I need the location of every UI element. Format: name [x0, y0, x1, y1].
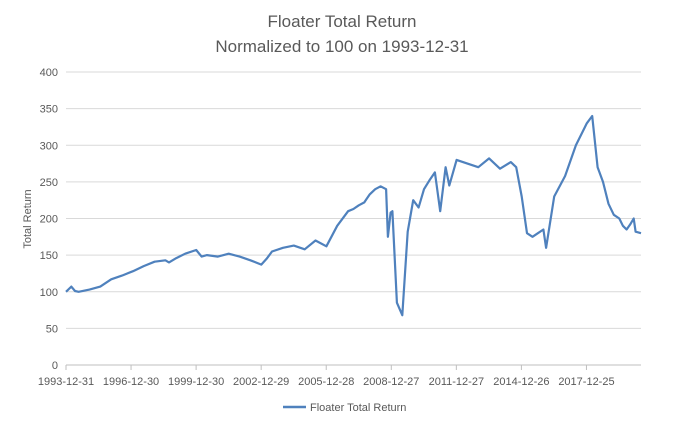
x-tick-label: 1999-12-30	[168, 376, 224, 388]
series-line	[65, 114, 642, 317]
x-tick-label: 1993-12-31	[38, 376, 94, 388]
y-tick-label: 0	[52, 360, 58, 372]
y-tick-label: 200	[40, 214, 58, 226]
axes: 0 50 100 150 200 250 300 350 400 1993-12-31 1996-1…	[38, 67, 641, 388]
x-tick-label: 2014-12-26	[493, 376, 549, 388]
y-tick-label: 400	[40, 67, 58, 79]
y-axis-label: Total Return	[22, 189, 34, 248]
legend-label: Floater Total Return	[310, 402, 406, 414]
x-tick-label: 2005-12-28	[298, 376, 354, 388]
y-tick-label: 300	[40, 140, 58, 152]
y-tick-label: 50	[46, 323, 58, 335]
y-tick-label: 100	[40, 287, 58, 299]
x-tick-label: 2002-12-29	[233, 376, 289, 388]
x-tick-label: 2011-12-27	[429, 376, 484, 388]
series-layer	[65, 114, 642, 317]
y-tick-label: 150	[40, 250, 58, 262]
chart-title: Floater Total Return	[268, 12, 417, 31]
x-tick-label: 1996-12-30	[103, 376, 159, 388]
x-tick-label: 2008-12-27	[363, 376, 419, 388]
legend: Floater Total Return	[283, 402, 406, 414]
y-tick-label: 250	[40, 177, 58, 189]
y-tick-label: 350	[40, 104, 58, 116]
gridlines	[66, 71, 641, 329]
x-tick-label: 2017-12-25	[558, 376, 614, 388]
chart-subtitle: Normalized to 100 on 1993-12-31	[215, 37, 468, 56]
